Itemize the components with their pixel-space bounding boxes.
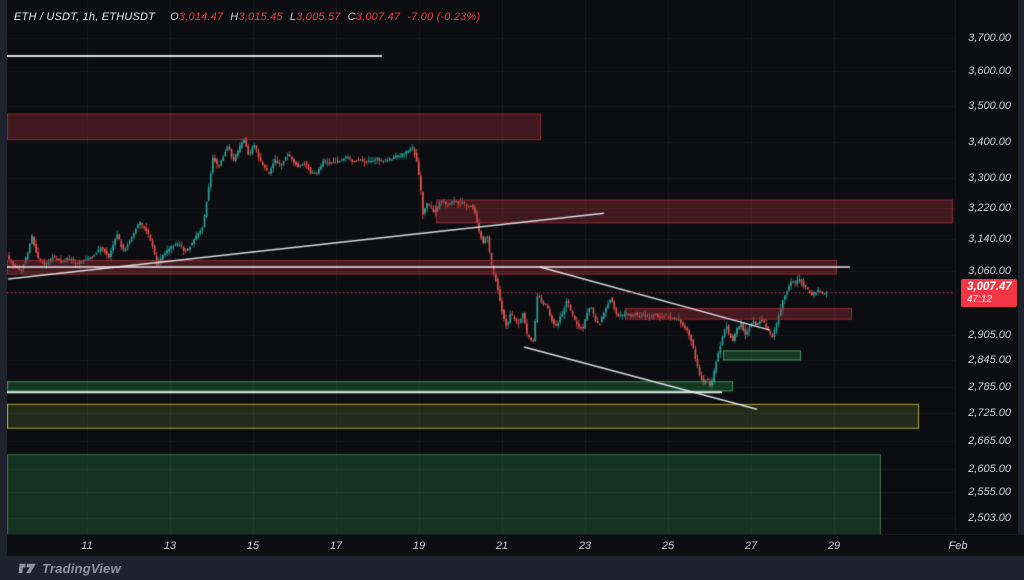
price-tick-label: 2,665.00 bbox=[968, 434, 1011, 447]
time-axis[interactable]: 11 13 15 17 19 21 23 25 27 29 Feb bbox=[7, 534, 1024, 557]
open-label: O bbox=[170, 11, 179, 23]
close-label: C bbox=[347, 11, 356, 23]
high-value: 3,015.45 bbox=[238, 11, 283, 23]
tradingview-logo-icon[interactable] bbox=[18, 561, 36, 575]
bar-countdown: 47:12 bbox=[967, 294, 993, 306]
time-tick-label: Feb bbox=[948, 540, 968, 552]
price-tick-label: 2,725.00 bbox=[968, 407, 1011, 420]
time-tick-label: 11 bbox=[81, 540, 93, 552]
time-tick-label: 13 bbox=[163, 540, 177, 552]
open-value: 3,014.47 bbox=[178, 11, 224, 23]
tradingview-brand[interactable]: TradingView bbox=[42, 560, 121, 576]
price-tick-label: 2,555.00 bbox=[968, 486, 1011, 499]
time-tick-label: 29 bbox=[827, 540, 841, 552]
price-tick-label: 2,905.00 bbox=[968, 328, 1011, 341]
current-price-badge: 3,007.47 47:12 bbox=[961, 279, 1017, 308]
price-tick-label: 3,600.00 bbox=[968, 65, 1011, 78]
price-chart-canvas[interactable] bbox=[7, 0, 955, 534]
price-axis[interactable]: 3,007.47 47:12 3,700.00 3,600.00 3,500.00 3… bbox=[955, 0, 1018, 534]
price-tick-label: 3,300.00 bbox=[968, 172, 1011, 185]
current-price-value: 3,007.47 bbox=[967, 281, 1012, 294]
time-tick-label: 25 bbox=[661, 540, 675, 552]
price-tick-label: 3,140.00 bbox=[968, 233, 1011, 246]
time-tick-label: 19 bbox=[412, 540, 426, 552]
price-tick-label: 3,400.00 bbox=[968, 135, 1011, 148]
low-value: 3,005.57 bbox=[296, 11, 341, 23]
symbol-title[interactable]: ETH / USDT, 1h, ETHUSDT bbox=[14, 11, 156, 23]
high-label: H bbox=[230, 11, 239, 23]
price-tick-label: 2,605.00 bbox=[968, 462, 1011, 475]
time-tick-label: 27 bbox=[744, 540, 758, 552]
price-tick-label: 3,060.00 bbox=[968, 264, 1011, 277]
time-tick-label: 23 bbox=[578, 540, 592, 552]
price-tick-label: 2,503.00 bbox=[968, 511, 1011, 524]
time-tick-label: 17 bbox=[329, 540, 343, 552]
symbol-legend: ETH / USDT, 1h, ETHUSDT O3,014.47 H3,015.4… bbox=[14, 11, 480, 23]
close-value: 3,007.47 bbox=[355, 11, 401, 23]
price-tick-label: 3,500.00 bbox=[968, 99, 1011, 112]
price-tick-label: 3,700.00 bbox=[968, 31, 1011, 44]
time-tick-label: 21 bbox=[495, 540, 509, 552]
time-tick-label: 15 bbox=[246, 540, 260, 552]
price-tick-label: 2,845.00 bbox=[968, 354, 1011, 367]
change-value: -7.00 (-0.23%) bbox=[407, 11, 481, 23]
chart-pane[interactable]: ETH / USDT, 1h, ETHUSDT O3,014.47 H3,015.4… bbox=[7, 0, 955, 534]
price-tick-label: 3,220.00 bbox=[968, 202, 1011, 215]
bottom-bar: TradingView bbox=[0, 556, 1024, 580]
low-label: L bbox=[289, 11, 297, 23]
price-tick-label: 2,785.00 bbox=[968, 380, 1011, 393]
